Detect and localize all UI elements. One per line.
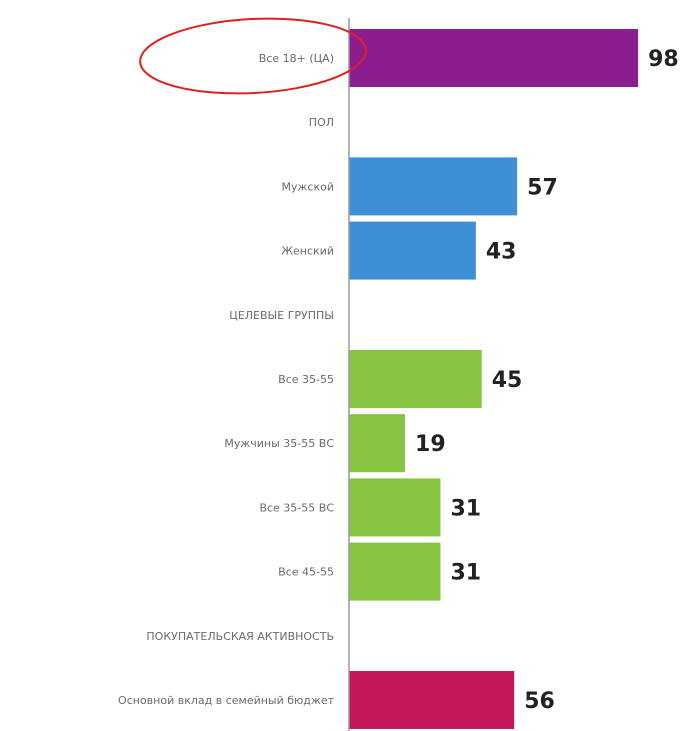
group-header-целевые-группы: ЦЕЛЕВЫЕ ГРУППЫ [229,309,334,322]
bar-все-18-ца [349,29,639,87]
value-label-мужчины-35-55-вс: 19 [415,432,446,457]
bar-женский [349,221,476,280]
group-header-пол: ПОЛ [309,116,334,129]
bar-мужской [349,157,518,216]
value-label-все-45-55: 31 [450,561,481,586]
bar-все-45-55 [349,542,441,601]
bar-все-35-55-вс [349,478,441,537]
chart-rows: Все 18+ (ЦА) 98 ПОЛ Мужской 57 Женский 43 ЦЕЛЕВ… [118,29,679,729]
value-label-женский: 43 [486,240,517,265]
bar-все-35-55 [349,350,482,408]
category-label-все-45-55: Все 45-55 [278,566,334,579]
category-label-женский: Женский [281,245,334,258]
highlight-layer [139,17,367,95]
highlight-ellipse [139,17,367,95]
value-label-основной-вклад-в-семейный-бюджет: 56 [524,689,555,714]
value-label-все-35-55-вс: 31 [450,496,481,521]
bar-основной-вклад-в-семейный-бюджет [349,671,515,729]
category-label-все-35-55: Все 35-55 [278,373,334,386]
value-label-все-18-ца: 98 [648,47,679,72]
category-label-основной-вклад-в-семейный-бюджет: Основной вклад в семейный бюджет [118,694,335,707]
value-label-все-35-55: 45 [492,368,523,393]
bar-мужчины-35-55-вс [349,414,406,473]
category-label-все-18-ца: Все 18+ (ЦА) [259,52,334,65]
category-label-мужской: Мужской [282,180,334,193]
group-header-покупательская-активность: ПОКУПАТЕЛЬСКАЯ АКТИВНОСТЬ [146,630,334,643]
value-label-мужской: 57 [527,175,558,200]
category-label-все-35-55-вс: Все 35-55 ВС [259,501,334,514]
category-label-мужчины-35-55-вс: Мужчины 35-55 ВС [224,437,334,450]
